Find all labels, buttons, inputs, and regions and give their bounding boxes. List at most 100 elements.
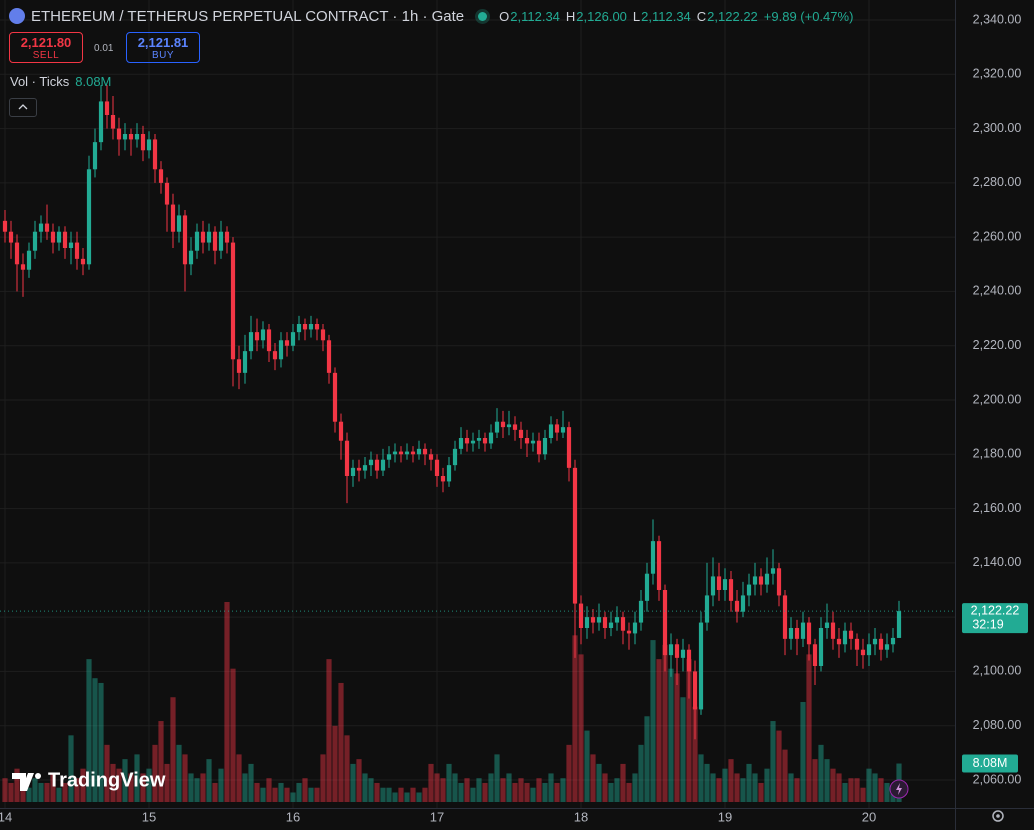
volume-bar xyxy=(632,773,638,802)
volume-bar xyxy=(614,778,620,802)
candle-body xyxy=(764,573,770,585)
volume-bar xyxy=(92,678,98,802)
candle-body xyxy=(614,617,620,623)
candle-body xyxy=(200,231,206,243)
volume-bar xyxy=(38,782,44,802)
candle-body xyxy=(596,617,602,623)
symbol-title[interactable]: ETHEREUM / TETHERUS PERPETUAL CONTRACT ·… xyxy=(31,7,465,25)
candle-body xyxy=(728,579,734,601)
volume-title: Vol · Ticks xyxy=(10,74,70,89)
candle-body xyxy=(92,142,98,170)
volume-bar xyxy=(812,759,818,802)
candle-body xyxy=(74,242,80,259)
volume-bar xyxy=(422,787,428,802)
candle-body xyxy=(176,215,182,232)
candle-body xyxy=(296,323,302,333)
y-tick-label: 2,100.00 xyxy=(973,664,1022,678)
volume-bar xyxy=(668,668,674,802)
candle-body xyxy=(314,323,320,330)
candle-body xyxy=(866,644,872,656)
y-tick-label: 2,320.00 xyxy=(973,67,1022,81)
volume-bar xyxy=(518,778,524,802)
candle-body xyxy=(716,576,722,590)
candle-body xyxy=(446,465,452,482)
candle-body xyxy=(512,424,518,430)
volume-bar xyxy=(290,792,296,802)
candle-body xyxy=(368,459,374,466)
volume-bar xyxy=(860,787,866,802)
candle-body xyxy=(782,595,788,639)
volume-bar xyxy=(74,778,80,802)
x-tick-label: 15 xyxy=(142,809,156,824)
candle-body xyxy=(236,359,242,373)
candle-body xyxy=(752,576,758,585)
candle-body xyxy=(710,576,716,596)
volume-bar xyxy=(140,773,146,802)
x-tick-label: 20 xyxy=(862,809,876,824)
candle-body xyxy=(290,332,296,346)
sell-price: 2,121.80 xyxy=(20,35,72,50)
settings-button[interactable] xyxy=(992,810,1004,822)
volume-bar xyxy=(218,768,224,802)
volume-bar xyxy=(698,754,704,802)
candle-body xyxy=(680,649,686,658)
candles xyxy=(2,85,902,740)
volume-bar xyxy=(32,778,38,802)
candle-body xyxy=(38,223,44,232)
quick-trade-button[interactable] xyxy=(889,779,909,799)
candle-body xyxy=(584,617,590,628)
buy-price: 2,121.81 xyxy=(137,35,189,50)
volume-bar xyxy=(320,754,326,802)
collapse-button[interactable] xyxy=(9,98,37,117)
ohlc-item: C2,122.22 xyxy=(697,9,758,24)
candle-body xyxy=(830,622,836,639)
candle-body xyxy=(188,250,194,265)
candle-body xyxy=(458,437,464,449)
candle-body xyxy=(146,139,152,151)
y-tick-label: 2,300.00 xyxy=(973,121,1022,135)
volume-bar xyxy=(260,787,266,802)
candle-body xyxy=(692,671,698,710)
candle-body xyxy=(848,630,854,639)
sell-button[interactable]: 2,121.80 SELL xyxy=(9,32,83,63)
settings-icon-center xyxy=(996,814,1000,818)
volume-bar xyxy=(818,744,824,802)
volume-bar xyxy=(146,768,152,802)
volume-bar xyxy=(554,782,560,802)
volume-bar xyxy=(188,773,194,802)
volume-bar xyxy=(212,782,218,802)
volume-value: 8.08M xyxy=(75,74,112,89)
candle-body xyxy=(776,568,782,596)
volume-bar xyxy=(854,778,860,802)
volume-bar xyxy=(734,773,740,802)
volume-bar xyxy=(542,782,548,802)
volume-bar xyxy=(674,673,680,802)
x-tick-label: 19 xyxy=(718,809,732,824)
volume-bar xyxy=(20,782,26,802)
x-tick-label: 14 xyxy=(0,809,12,824)
candle-body xyxy=(260,329,266,341)
candle-body xyxy=(722,579,728,590)
candle-body xyxy=(212,231,218,251)
quick-trade-glyph xyxy=(896,783,902,795)
candle-body xyxy=(788,627,794,639)
candle-body xyxy=(506,424,512,428)
candle-body xyxy=(350,467,356,476)
volume-bar xyxy=(524,782,530,802)
candle-body xyxy=(32,231,38,251)
candle-body xyxy=(470,440,476,444)
candle-body xyxy=(302,323,308,330)
volume-bar xyxy=(242,773,248,802)
candle-body xyxy=(20,264,26,270)
volume-bar xyxy=(866,768,872,802)
volume-bar xyxy=(680,697,686,802)
volume-bar xyxy=(410,787,416,802)
settings-icon[interactable] xyxy=(992,810,1004,822)
candle-body xyxy=(698,622,704,710)
volume-bar xyxy=(254,782,260,802)
candle-body xyxy=(134,134,140,140)
candle-body xyxy=(794,627,800,639)
buy-button[interactable]: 2,121.81 BUY xyxy=(126,32,200,63)
